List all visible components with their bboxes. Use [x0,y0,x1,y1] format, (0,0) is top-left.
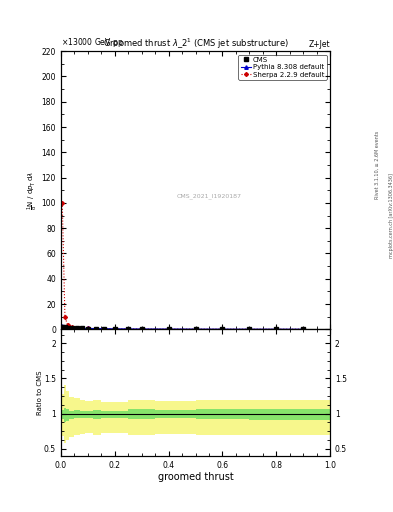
Pythia 8.308 default [102,326,107,332]
Line: Pythia 8.308 default: Pythia 8.308 default [61,325,305,331]
Pythia 8.308 default [193,326,198,332]
Pythia 8.308 default [140,326,144,332]
X-axis label: groomed thrust: groomed thrust [158,472,233,482]
Text: $\times$13000 GeV pp: $\times$13000 GeV pp [61,36,123,49]
Sherpa 2.2.9 default [193,326,198,332]
Pythia 8.308 default [126,326,130,332]
Sherpa 2.2.9 default [126,326,130,332]
CMS [166,326,171,332]
Text: Rivet 3.1.10, ≥ 2.6M events: Rivet 3.1.10, ≥ 2.6M events [375,131,380,199]
CMS [86,326,90,332]
Pythia 8.308 default [274,326,279,332]
Pythia 8.308 default [62,324,67,330]
CMS [62,324,67,330]
Y-axis label: $\frac{1}{\rm d}N$ / ${\rm d}p_{\rm T}\,{\rm d}\lambda$: $\frac{1}{\rm d}N$ / ${\rm d}p_{\rm T}\,… [26,170,40,210]
CMS [65,325,70,331]
CMS [75,325,79,331]
CMS [80,325,85,331]
Sherpa 2.2.9 default [301,326,306,332]
Pythia 8.308 default [220,326,225,332]
Text: Z+Jet: Z+Jet [309,39,330,49]
Sherpa 2.2.9 default [102,326,107,332]
Line: CMS: CMS [61,325,305,331]
Legend: CMS, Pythia 8.308 default, Sherpa 2.2.9 default: CMS, Pythia 8.308 default, Sherpa 2.2.9 … [239,55,327,80]
Sherpa 2.2.9 default [140,326,144,332]
Sherpa 2.2.9 default [65,322,70,328]
Pythia 8.308 default [112,326,117,332]
Sherpa 2.2.9 default [247,326,252,332]
CMS [126,326,130,332]
Pythia 8.308 default [94,326,98,332]
Sherpa 2.2.9 default [94,326,98,332]
Pythia 8.308 default [166,326,171,332]
CMS [274,326,279,332]
Text: CMS_2021_I1920187: CMS_2021_I1920187 [176,193,241,199]
Sherpa 2.2.9 default [166,326,171,332]
Line: Sherpa 2.2.9 default: Sherpa 2.2.9 default [61,202,305,331]
CMS [112,326,117,332]
CMS [94,326,98,332]
CMS [140,326,144,332]
Sherpa 2.2.9 default [69,324,74,330]
Sherpa 2.2.9 default [62,314,67,321]
CMS [69,325,74,331]
Sherpa 2.2.9 default [75,325,79,331]
CMS [60,324,64,330]
Title: Groomed thrust $\lambda\_2^1$ (CMS jet substructure): Groomed thrust $\lambda\_2^1$ (CMS jet s… [103,37,288,51]
Sherpa 2.2.9 default [86,325,90,331]
Sherpa 2.2.9 default [112,326,117,332]
Sherpa 2.2.9 default [220,326,225,332]
CMS [301,326,306,332]
CMS [193,326,198,332]
Pythia 8.308 default [60,324,64,330]
Pythia 8.308 default [86,326,90,332]
Sherpa 2.2.9 default [80,325,85,331]
Y-axis label: Ratio to CMS: Ratio to CMS [37,370,42,415]
Sherpa 2.2.9 default [274,326,279,332]
CMS [247,326,252,332]
Pythia 8.308 default [75,325,79,331]
Sherpa 2.2.9 default [60,200,64,206]
CMS [220,326,225,332]
Text: mcplots.cern.ch [arXiv:1306.3436]: mcplots.cern.ch [arXiv:1306.3436] [389,174,393,258]
Pythia 8.308 default [69,325,74,331]
Pythia 8.308 default [301,326,306,332]
Pythia 8.308 default [80,325,85,331]
Pythia 8.308 default [65,325,70,331]
CMS [102,326,107,332]
Pythia 8.308 default [247,326,252,332]
